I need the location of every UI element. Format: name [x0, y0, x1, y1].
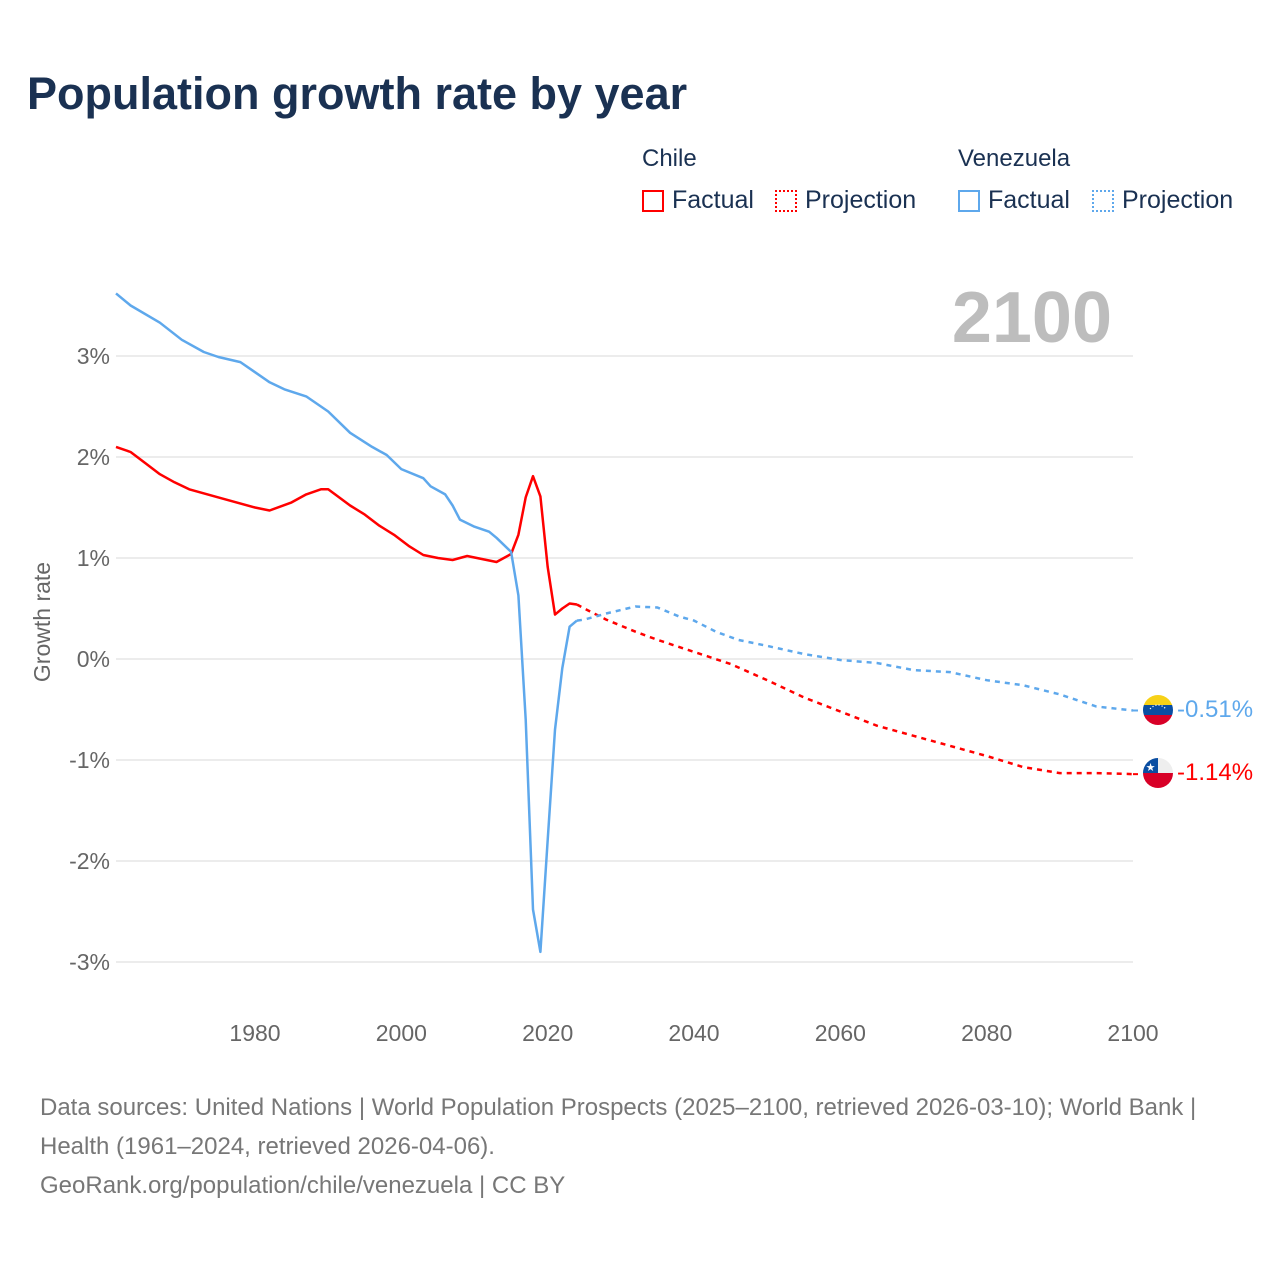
footer: Data sources: United Nations | World Pop… [40, 1088, 1240, 1205]
legend-chile-projection[interactable]: Projection [775, 186, 916, 215]
legend-venezuela-projection[interactable]: Projection [1092, 186, 1233, 215]
x-tick-label: 2080 [961, 1020, 1012, 1046]
chile-projection-line [576, 603, 1134, 776]
chart-plot: 3% 2% 1% 0% -1% -2% -3% 1980 2000 2020 2040 2060 208… [29, 278, 1253, 1046]
x-tick-label: 2060 [815, 1020, 866, 1046]
chile-end-label: -1.14% [1177, 759, 1253, 786]
chart-title: Population growth rate by year [27, 68, 688, 119]
legend-swatch-dotted [1092, 189, 1114, 212]
legend-swatch-dotted [775, 189, 797, 212]
venezuela-flag-icon [1143, 695, 1173, 725]
x-tick-label: 2000 [376, 1020, 427, 1046]
svg-text:★: ★ [1146, 762, 1156, 774]
y-tick-label: -1% [69, 747, 110, 773]
y-tick-label: -3% [69, 949, 110, 975]
x-tick-label: 2040 [668, 1020, 719, 1046]
venezuela-end-label: -0.51% [1177, 696, 1253, 723]
x-tick-label: 2020 [522, 1020, 573, 1046]
y-axis-label: Growth rate [29, 562, 55, 682]
chile-factual-line [115, 445, 578, 616]
year-watermark: 2100 [952, 278, 1112, 358]
legend-swatch-solid [958, 189, 980, 212]
data-sources: Data sources: United Nations | World Pop… [40, 1094, 1197, 1160]
legend-venezuela-factual[interactable]: Factual [958, 186, 1070, 215]
x-tick-label: 1980 [229, 1020, 280, 1046]
y-tick-label: 3% [77, 343, 110, 369]
legend-label: Factual [672, 186, 754, 214]
venezuela-factual-line [115, 292, 578, 954]
y-tick-label: 0% [77, 646, 110, 672]
y-tick-label: -2% [69, 848, 110, 874]
legend-label: Projection [805, 186, 917, 214]
legend-swatch-solid [642, 189, 664, 212]
x-tick-label: 2100 [1107, 1020, 1158, 1046]
legend-group-chile: Chile [642, 145, 697, 172]
legend-chile-factual[interactable]: Factual [642, 186, 754, 215]
venezuela-projection-line [576, 605, 1134, 712]
chile-flag-icon: ★ [1143, 758, 1173, 788]
legend-label: Projection [1122, 186, 1234, 214]
source-link[interactable]: GeoRank.org/population/chile/venezuela |… [40, 1172, 566, 1199]
y-tick-label: 1% [77, 545, 110, 571]
legend-group-venezuela: Venezuela [958, 145, 1071, 172]
legend-label: Factual [988, 186, 1070, 214]
y-tick-label: 2% [77, 444, 110, 470]
